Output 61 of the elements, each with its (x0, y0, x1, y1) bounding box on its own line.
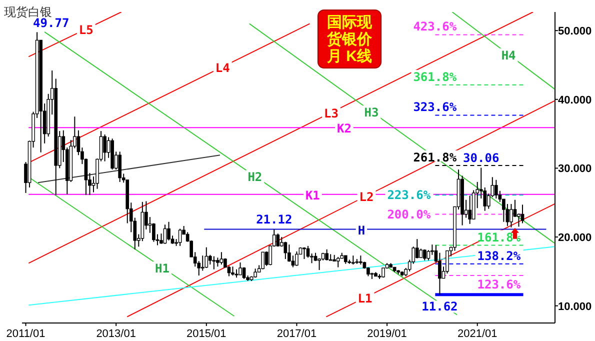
series-label: 138.2% (477, 248, 522, 263)
annotation: 11.62 (422, 300, 458, 314)
series-label: 323.6% (413, 100, 458, 114)
series-label: K1 (305, 188, 320, 202)
x-tick-label: 2011/01 (6, 328, 46, 340)
candlestick (163, 224, 167, 244)
series-label: H (358, 223, 366, 238)
series-label: K2 (337, 122, 352, 136)
series-label: L1 (358, 292, 372, 306)
candlestick (238, 262, 242, 276)
candlestick (494, 179, 498, 199)
candlestick (178, 228, 182, 246)
candlestick (103, 134, 106, 162)
series-label: H3 (364, 105, 379, 120)
candlestick (291, 255, 295, 268)
series-label: H1 (155, 261, 170, 276)
candlestick (295, 250, 298, 266)
candlestick (510, 203, 513, 228)
candlestick (284, 241, 288, 260)
candlestick (276, 233, 280, 248)
candlestick (517, 213, 520, 228)
x-tick-label: 2013/01 (96, 328, 136, 340)
candlestick (506, 203, 510, 226)
candlestick (220, 252, 224, 266)
series-label: L5 (78, 22, 94, 37)
candlestick (208, 254, 212, 266)
series-label: H4 (501, 48, 516, 62)
candlestick (468, 195, 472, 224)
y-tick-label: 20.000 (558, 232, 592, 244)
series-label: L4 (215, 60, 230, 75)
x-tick-label: 2021/01 (457, 328, 498, 340)
series-label: 123.6% (477, 278, 522, 292)
x-tick-label: 2017/01 (276, 328, 317, 340)
candlestick (167, 221, 170, 241)
y-tick-label: 50.000 (558, 26, 592, 38)
candlestick (212, 256, 216, 270)
candlestick (336, 256, 340, 268)
candlestick (118, 151, 122, 182)
title: 国际现货银价月 K线 (318, 10, 382, 68)
candlestick (325, 248, 328, 261)
annotation: 现货白银 (4, 5, 52, 19)
series-label: H2 (248, 170, 262, 184)
series-label: 261.8% (413, 150, 458, 164)
y-tick-label: 10.000 (558, 300, 592, 313)
series-label: L3 (324, 106, 339, 120)
x-tick-label: 2019/01 (367, 328, 407, 340)
annotation: 30.06 (463, 150, 500, 165)
x-tick-label: 2015/01 (186, 328, 226, 340)
y-tick-label: 30.000 (558, 163, 592, 176)
series-label: 361.8% (413, 70, 458, 84)
series-label: 423.6% (413, 20, 458, 34)
candlestick (204, 246, 208, 268)
series-label: 223.6% (387, 188, 432, 202)
annotation: 49.77 (33, 16, 70, 30)
candlestick (415, 238, 419, 259)
series-label: L2 (359, 190, 374, 204)
series-label: 200.0% (387, 207, 432, 222)
candlestick (520, 204, 524, 224)
y-tick-label: 40.000 (558, 94, 592, 106)
annotation: 21.12 (256, 212, 292, 226)
candlestick (261, 252, 265, 270)
